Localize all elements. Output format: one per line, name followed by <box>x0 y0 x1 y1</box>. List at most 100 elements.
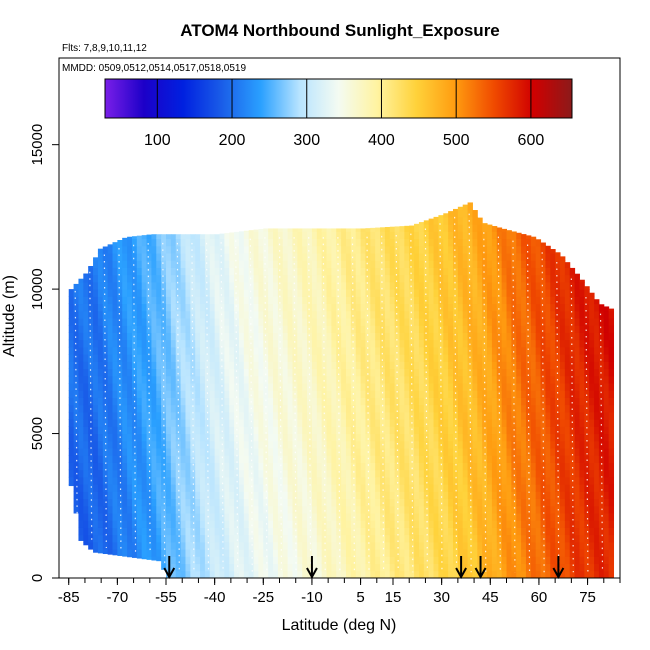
heatmap-cell <box>462 318 469 326</box>
heatmap-cell <box>389 534 396 543</box>
heatmap-cell <box>560 484 566 492</box>
heatmap-cell <box>457 375 464 384</box>
heatmap-cell <box>185 556 191 565</box>
heatmap-cell <box>540 274 546 283</box>
heatmap-cell <box>88 397 94 406</box>
heatmap-cell <box>248 505 255 514</box>
heatmap-cell <box>243 260 250 268</box>
heatmap-cell <box>360 267 366 276</box>
heatmap-cell <box>248 448 255 456</box>
heatmap-cell <box>97 397 104 406</box>
heatmap-cell <box>384 498 391 507</box>
heatmap-cell <box>477 303 483 312</box>
heatmap-cell <box>166 368 172 377</box>
heatmap-cell <box>141 527 148 536</box>
heatmap-cell <box>457 289 464 297</box>
heatmap-cell <box>482 520 488 528</box>
heatmap-cell <box>88 296 94 305</box>
heatmap-cell <box>457 361 464 370</box>
heatmap-cell <box>462 339 469 348</box>
heatmap-cell <box>311 325 318 333</box>
heatmap-cell <box>127 505 133 514</box>
heatmap-cell <box>253 541 259 550</box>
heatmap-cell <box>331 332 337 341</box>
heatmap-cell <box>501 563 508 572</box>
heatmap-cell <box>292 404 298 413</box>
heatmap-cell <box>433 238 439 247</box>
heatmap-cell <box>200 375 206 384</box>
heatmap-cell <box>277 296 284 305</box>
heatmap-cell <box>156 245 162 254</box>
heatmap-cell <box>277 238 284 247</box>
heatmap-cell <box>156 426 162 435</box>
heatmap-cell <box>443 289 449 297</box>
heatmap-cell <box>555 541 561 550</box>
heatmap-field <box>68 202 615 578</box>
heatmap-cell <box>151 419 157 427</box>
heatmap-cell <box>238 397 245 406</box>
heatmap-cell <box>204 520 211 528</box>
heatmap-cell <box>423 296 430 305</box>
heatmap-cell <box>560 303 566 312</box>
heatmap-cell <box>496 433 503 442</box>
heatmap-cell <box>433 527 439 536</box>
heatmap-cell <box>418 411 425 420</box>
heatmap-cell <box>122 462 128 471</box>
heatmap-cell <box>491 448 498 456</box>
heatmap-cell <box>253 368 259 377</box>
heatmap-cell <box>487 469 493 478</box>
heatmap-cell <box>525 368 532 377</box>
heatmap-cell <box>297 354 303 362</box>
heatmap-cell <box>516 505 522 514</box>
heatmap-cell <box>151 484 157 492</box>
heatmap-cell <box>112 541 118 550</box>
heatmap-cell <box>535 419 542 427</box>
heatmap-cell <box>136 375 143 384</box>
heatmap-cell <box>418 303 425 312</box>
heatmap-cell <box>209 419 216 427</box>
heatmap-cell <box>127 346 133 355</box>
heatmap-cell <box>501 368 508 377</box>
heatmap-cell <box>78 484 84 492</box>
heatmap-cell <box>569 440 576 449</box>
heatmap-cell <box>409 433 415 442</box>
heatmap-cell <box>282 491 289 500</box>
heatmap-cell <box>477 448 483 456</box>
heatmap-cell <box>331 448 337 456</box>
heatmap-cell <box>389 267 396 276</box>
heatmap-cell <box>307 346 313 355</box>
heatmap-cell <box>482 513 488 521</box>
heatmap-cell <box>83 498 89 507</box>
heatmap-cell <box>448 267 454 276</box>
heatmap-cell <box>112 303 118 312</box>
heatmap-cell <box>550 426 556 435</box>
heatmap-cell <box>282 361 289 370</box>
heatmap-cell <box>560 433 566 442</box>
heatmap-cell <box>433 281 439 290</box>
heatmap-cell <box>482 231 488 240</box>
heatmap-cell <box>443 216 449 225</box>
heatmap-cell <box>521 368 527 377</box>
heatmap-cell <box>555 368 561 377</box>
heatmap-cell <box>380 513 386 521</box>
heatmap-cell <box>555 476 561 485</box>
heatmap-cell <box>418 339 425 348</box>
heatmap-cell <box>535 455 542 463</box>
heatmap-cell <box>127 534 133 543</box>
heatmap-cell <box>131 455 138 463</box>
heatmap-cell <box>238 354 245 362</box>
heatmap-cell <box>482 260 488 268</box>
heatmap-cell <box>287 354 293 362</box>
heatmap-cell <box>93 361 99 370</box>
heatmap-cell <box>292 231 298 240</box>
heatmap-cell <box>219 245 225 254</box>
heatmap-cell <box>535 411 542 420</box>
heatmap-cell <box>433 426 439 435</box>
heatmap-cell <box>389 556 396 565</box>
heatmap-cell <box>161 267 167 276</box>
heatmap-cell <box>355 462 362 471</box>
heatmap-cell <box>161 303 167 312</box>
heatmap-cell <box>438 404 444 413</box>
heatmap-cell <box>127 267 133 276</box>
heatmap-cell <box>180 411 186 420</box>
